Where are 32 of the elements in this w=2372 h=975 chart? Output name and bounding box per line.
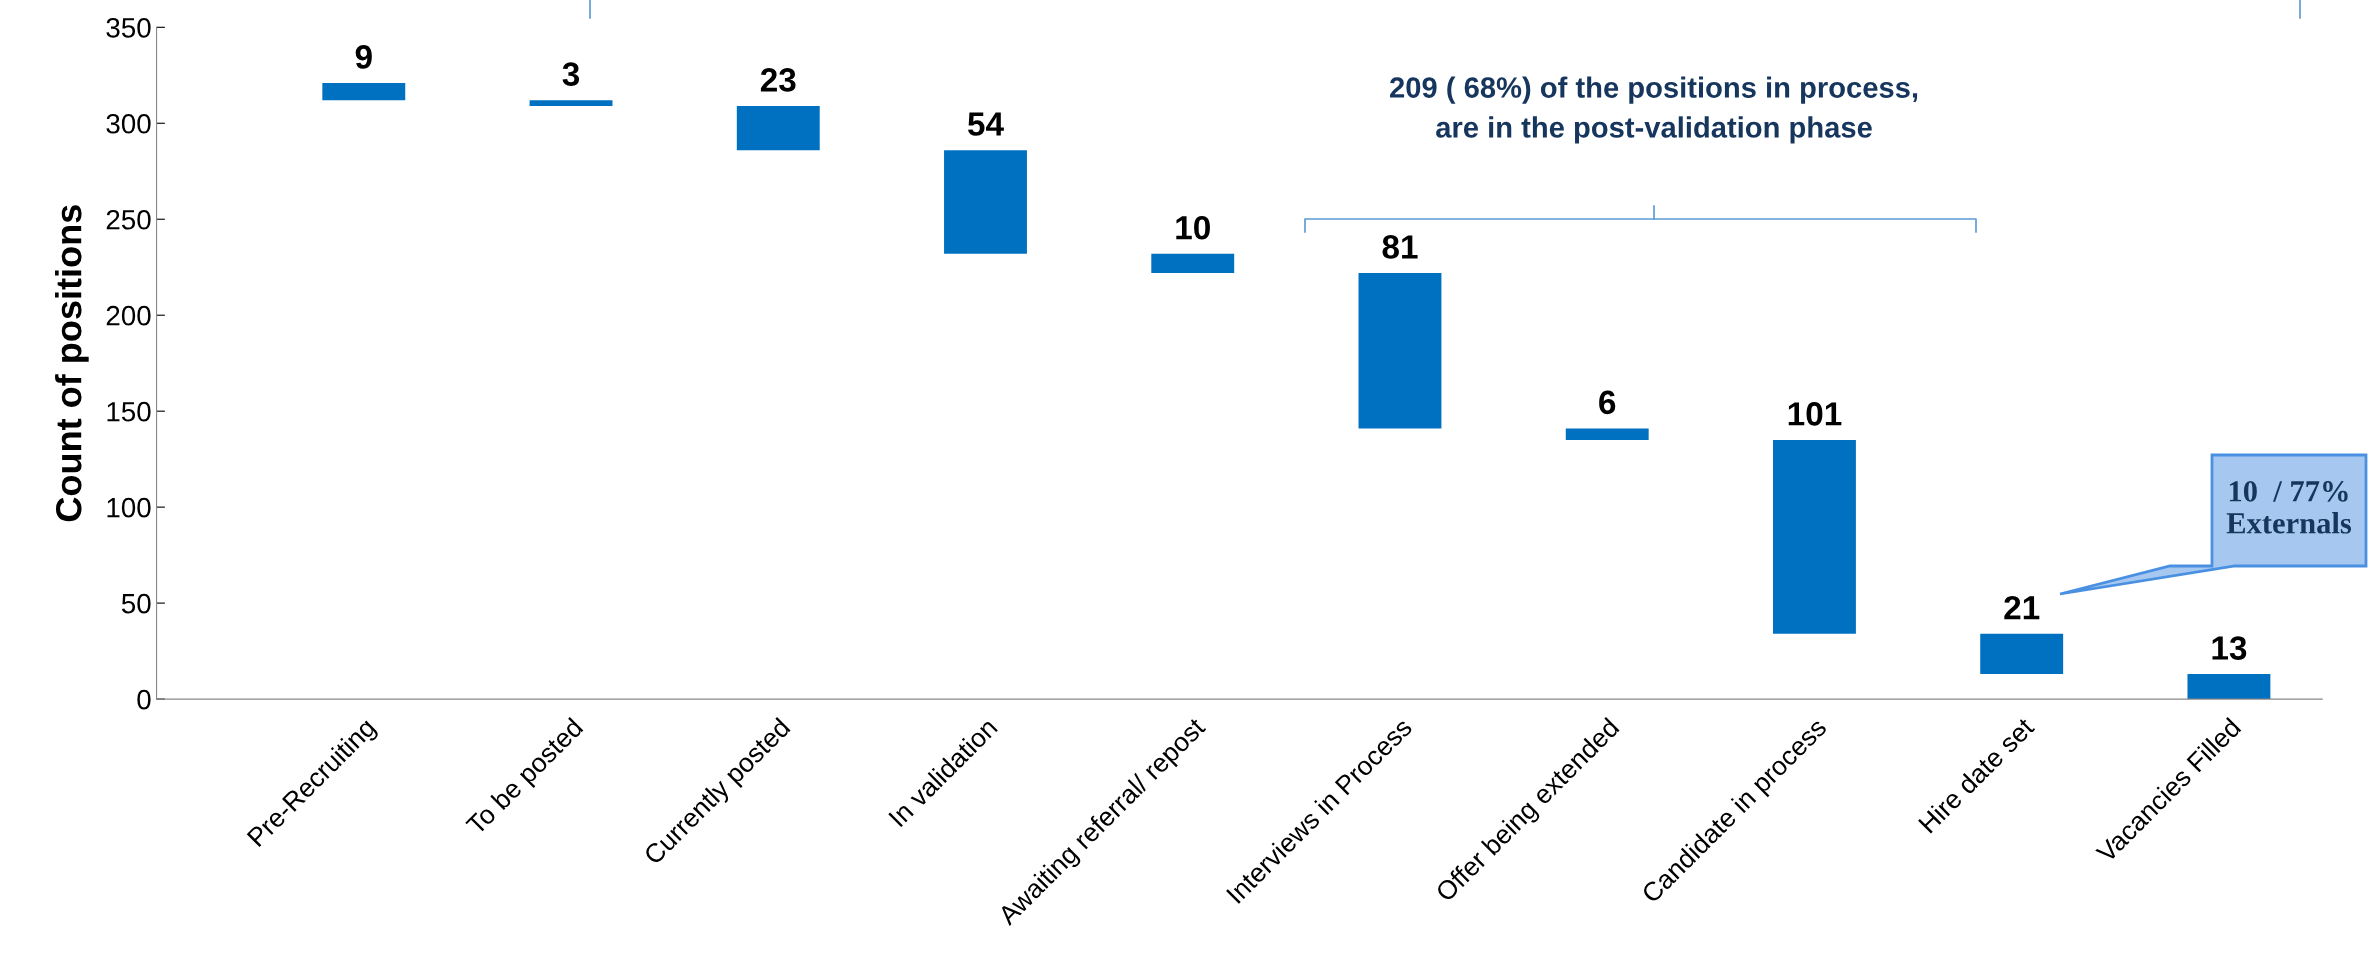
data-label: 13 [2212, 636, 2247, 660]
data-label: 10 [1176, 215, 1210, 240]
bar [736, 105, 820, 151]
bar [1151, 253, 1235, 273]
x-tick-label: Hire date set [1917, 715, 2036, 834]
bar [1358, 272, 1442, 429]
data-label: 54 [967, 112, 1004, 136]
y-tick-label: 0 [137, 689, 151, 710]
data-label: 23 [760, 68, 796, 92]
data-label: 9 [355, 45, 372, 69]
data-label: 21 [2004, 595, 2040, 620]
bar [1565, 428, 1649, 440]
annotation: 209 ( 68%) of the positions in process, are in the post-validation phase [1390, 76, 1918, 144]
y-tick-label: 250 [106, 209, 151, 230]
bar [1980, 633, 2064, 675]
y-tick-label: 350 [106, 17, 151, 38]
data-label: 101 [1788, 402, 1842, 426]
data-label: 81 [1382, 235, 1418, 259]
y-tick-label: 200 [106, 305, 151, 326]
bar [529, 100, 613, 106]
data-label: 6 [1599, 390, 1616, 415]
bar [1773, 439, 1856, 634]
bar [322, 82, 406, 101]
y-tick-label: 300 [106, 113, 151, 134]
y-tick-label: 150 [107, 401, 151, 422]
annotation: 10 / 77% Externals [2226, 481, 2352, 534]
bar [944, 150, 1027, 254]
y-tick-label: 50 [121, 593, 151, 614]
data-label: 3 [562, 62, 580, 87]
bar [2187, 674, 2271, 700]
y-axis-title: Count of positions [55, 205, 89, 522]
y-tick-label: 100 [107, 497, 151, 518]
